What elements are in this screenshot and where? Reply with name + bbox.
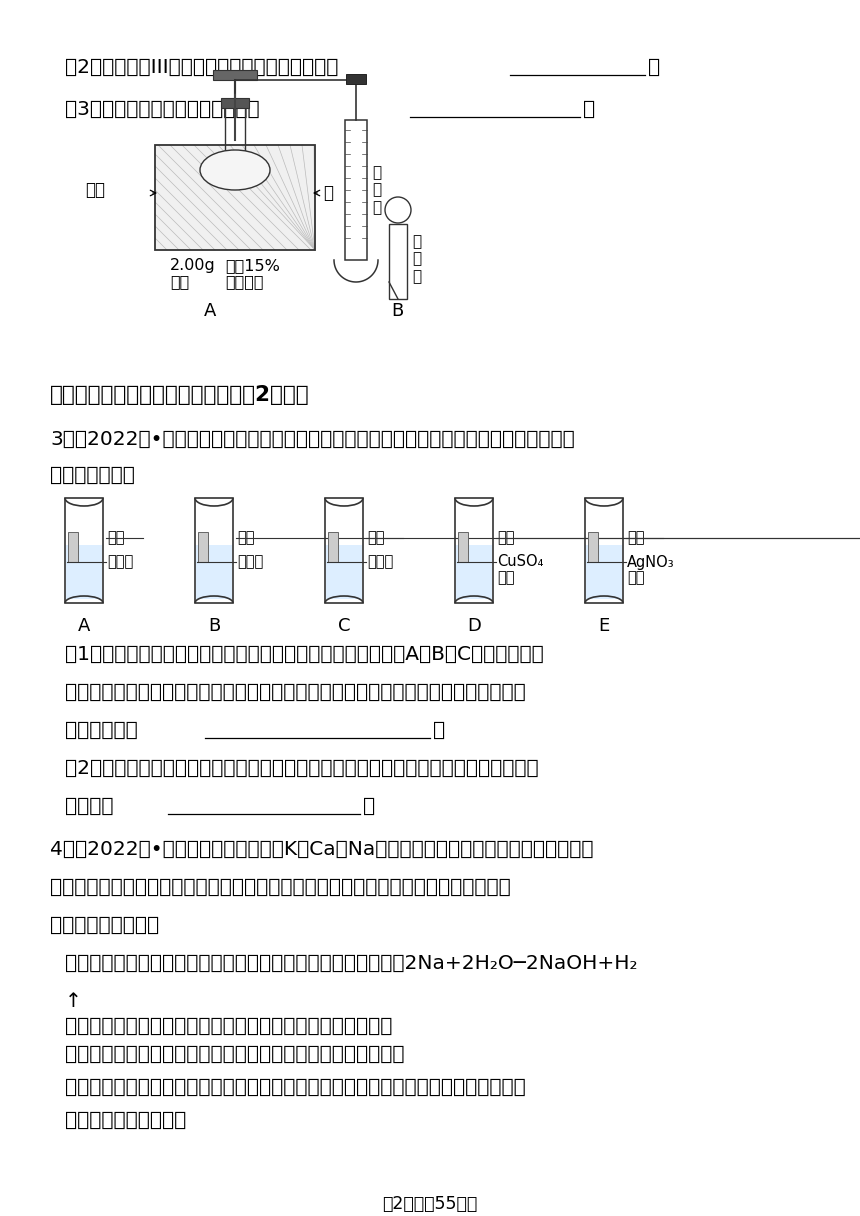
Text: 样品: 样品	[170, 274, 189, 289]
Ellipse shape	[200, 150, 270, 190]
Bar	[458, 533, 468, 562]
Text: 【查阅资料】钠常温下就能与水发生剧烈反应，反应方程式为：2Na+2H₂O─2NaOH+H₂: 【查阅资料】钠常温下就能与水发生剧烈反应，反应方程式为：2Na+2H₂O─2Na…	[65, 955, 637, 973]
Text: ↑: ↑	[65, 992, 82, 1010]
Text: 。: 。	[648, 58, 660, 77]
Text: 铜片: 铜片	[627, 530, 644, 546]
Text: 控制的条件是: 控制的条件是	[65, 721, 138, 741]
Bar	[345, 120, 367, 260]
Text: C: C	[338, 617, 350, 635]
Text: 冷水: 冷水	[85, 181, 105, 199]
Text: 二．化学实验方案的设计与评价（共2小题）: 二．化学实验方案的设计与评价（共2小题）	[50, 385, 310, 405]
Text: （3）结论：该样品中物质的成分是: （3）结论：该样品中物质的成分是	[65, 100, 260, 119]
Text: 【实验及现象】切取不同大小的钠块分别投入到两种不同浓度的硫酸铜溶液中，有关产: 【实验及现象】切取不同大小的钠块分别投入到两种不同浓度的硫酸铜溶液中，有关产	[65, 1079, 525, 1097]
Bar	[196, 545, 232, 599]
Bar	[66, 545, 102, 599]
Text: 量
气
管: 量 气 管	[372, 165, 381, 215]
Text: 铁片: 铁片	[237, 530, 255, 546]
Bar	[65, 499, 103, 603]
Text: 。: 。	[433, 721, 445, 741]
Text: 2.00g: 2.00g	[170, 258, 216, 274]
Text: （2）你认为从中选择四个实验即可验证锌、铁、铜、银的金属活动性顺序，这四个实验: （2）你认为从中选择四个实验即可验证锌、铁、铜、银的金属活动性顺序，这四个实验	[65, 759, 538, 778]
Text: 。: 。	[583, 100, 595, 119]
Bar	[328, 533, 338, 562]
Text: 稀硫酸: 稀硫酸	[237, 554, 263, 569]
Text: 生沉淀的现象如表所示: 生沉淀的现象如表所示	[65, 1111, 187, 1130]
Text: E: E	[599, 617, 610, 635]
Bar	[346, 74, 366, 84]
Text: 铁片: 铁片	[497, 530, 514, 546]
Text: 硫酸溶液: 硫酸溶液	[225, 274, 263, 289]
Text: 第2页（共55页）: 第2页（共55页）	[383, 1195, 477, 1214]
Bar	[155, 145, 315, 250]
Bar	[195, 499, 233, 603]
Text: 【提出猜想】猜想一：金属钠和硫酸铜溶液反应会有铜生成。: 【提出猜想】猜想一：金属钠和硫酸铜溶液反应会有铜生成。	[65, 1017, 392, 1036]
Bar	[68, 533, 78, 562]
Text: 足量15%: 足量15%	[225, 258, 280, 274]
Text: 4．（2022秋•慈溪市期末）一般不用K、Ca、Na等活泼金属来置换盐溶液中的其他金属元: 4．（2022秋•慈溪市期末）一般不用K、Ca、Na等活泼金属来置换盐溶液中的其…	[50, 840, 593, 858]
Text: 。: 。	[363, 796, 375, 816]
Text: 的组合是: 的组合是	[65, 796, 114, 816]
Bar	[156, 146, 314, 249]
Text: AgNO₃: AgNO₃	[627, 554, 674, 569]
Text: 稀硫酸: 稀硫酸	[367, 554, 393, 569]
Text: A: A	[204, 302, 216, 320]
Text: 稀硫酸: 稀硫酸	[107, 554, 133, 569]
Bar	[389, 224, 407, 299]
Bar	[326, 545, 362, 599]
Text: 素，这是教科书上的一句话。小科对此进行了思考，并查阅资料，对金属钠和硫酸铜溶: 素，这是教科书上的一句话。小科对此进行了思考，并查阅资料，对金属钠和硫酸铜溶	[50, 878, 511, 897]
Bar	[198, 533, 208, 562]
Bar	[588, 533, 598, 562]
Text: CuSO₄: CuSO₄	[497, 554, 544, 569]
Text: 溶液: 溶液	[627, 570, 644, 585]
Bar	[213, 71, 257, 80]
Text: 溶液: 溶液	[497, 570, 514, 585]
Text: 需要控制的实验条件除了金属与稀硫酸的接触面积、稀硫酸的体积、温度以外，还需要: 需要控制的实验条件除了金属与稀硫酸的接触面积、稀硫酸的体积、温度以外，还需要	[65, 683, 525, 702]
Text: 水
准
管: 水 准 管	[412, 233, 421, 283]
Text: 3．（2022秋•余姚市期末）为探究锌、铁、铜、银的四种金属的活动性顺序，小科设计了如: 3．（2022秋•余姚市期末）为探究锌、铁、铜、银的四种金属的活动性顺序，小科设…	[50, 430, 574, 449]
Text: A: A	[77, 617, 90, 635]
Text: B: B	[208, 617, 220, 635]
Text: 图所示的实验。: 图所示的实验。	[50, 466, 135, 485]
Bar	[585, 499, 623, 603]
Text: 液的反应进行探究。: 液的反应进行探究。	[50, 916, 159, 935]
Bar	[225, 105, 245, 154]
Text: （2）通过步骤III计算，样品中镁元素的总质量为: （2）通过步骤III计算，样品中镁元素的总质量为	[65, 58, 338, 77]
Text: 水: 水	[323, 184, 333, 202]
Bar	[586, 545, 622, 599]
Text: 猜想二：金属钠和硫酸铜溶液反应，生成的沉淀只有氢氧化铜。: 猜想二：金属钠和硫酸铜溶液反应，生成的沉淀只有氢氧化铜。	[65, 1045, 404, 1064]
Text: （1）运用控制变量法设计实验方案是科学研究的重要方法。在A、B、C三个实验中，: （1）运用控制变量法设计实验方案是科学研究的重要方法。在A、B、C三个实验中，	[65, 644, 544, 664]
Bar	[455, 499, 493, 603]
Text: 铜片: 铜片	[367, 530, 384, 546]
Bar	[221, 98, 249, 108]
Text: D: D	[467, 617, 481, 635]
Text: B: B	[391, 302, 403, 320]
Bar	[456, 545, 492, 599]
Bar	[325, 499, 363, 603]
Text: 锌片: 锌片	[107, 530, 125, 546]
